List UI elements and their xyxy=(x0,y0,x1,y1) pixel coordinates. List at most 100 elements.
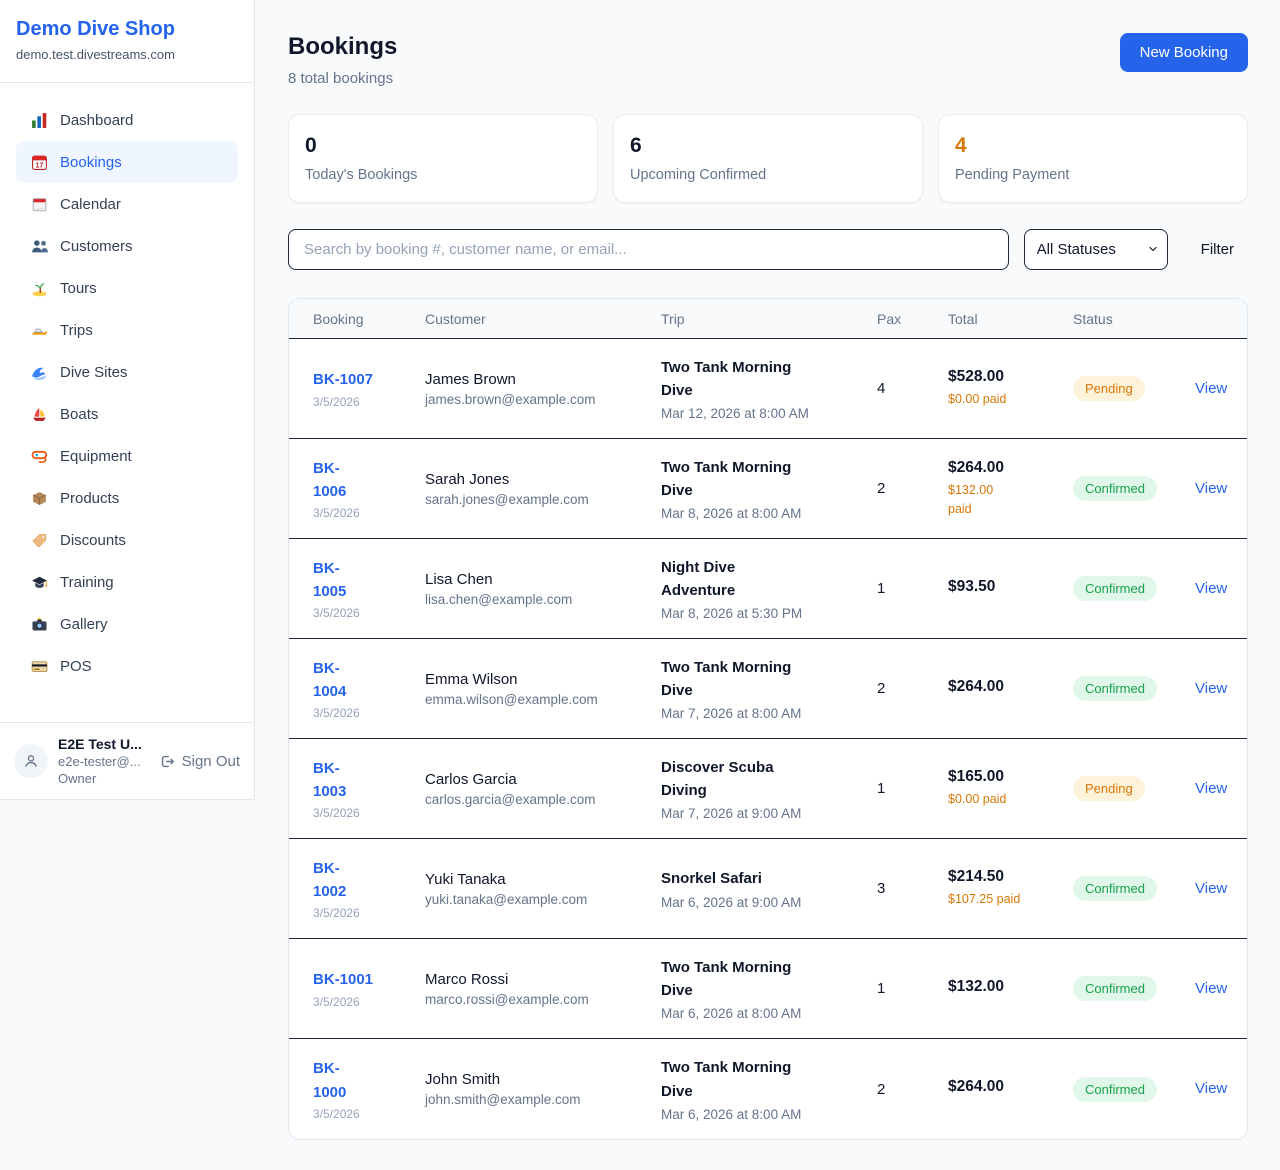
customer-name: Emma Wilson xyxy=(425,670,518,688)
stat-label: Upcoming Confirmed xyxy=(630,167,767,183)
sidebar-item-label: Tours xyxy=(60,279,97,297)
trip-time: Mar 8, 2026 at 8:00 AM xyxy=(661,506,802,522)
calendar-icon: 17 xyxy=(30,154,48,171)
booking-date: 3/5/2026 xyxy=(313,606,360,621)
view-link[interactable]: View xyxy=(1195,879,1228,897)
trip-name: Two Tank Morning Dive xyxy=(661,1059,792,1100)
booking-date: 3/5/2026 xyxy=(313,906,360,921)
pax-count: 2 xyxy=(877,1080,886,1098)
customer-email: emma.wilson@example.com xyxy=(425,691,598,707)
status-badge: Confirmed xyxy=(1073,676,1157,701)
status-badge: Confirmed xyxy=(1073,576,1157,601)
user-name: E2E Test U... xyxy=(58,736,142,752)
sidebar-item-equipment[interactable]: Equipment xyxy=(16,435,238,477)
sidebar-item-boats[interactable]: Boats xyxy=(16,393,238,435)
status-badge: Confirmed xyxy=(1073,1076,1157,1102)
sidebar-item-dive-sites[interactable]: Dive Sites xyxy=(16,351,238,393)
view-link[interactable]: View xyxy=(1195,579,1228,597)
brand-block: Demo Dive Shop demo.test.divestreams.com xyxy=(0,0,254,83)
col-header-booking: Booking xyxy=(313,310,364,327)
dive-mask-icon xyxy=(30,448,48,465)
customer-name: Marco Rossi xyxy=(425,970,509,988)
sidebar-item-discounts[interactable]: Discounts xyxy=(16,519,238,561)
sign-out-button[interactable]: Sign Out xyxy=(159,753,240,770)
customer-name: Lisa Chen xyxy=(425,570,493,588)
trip-time: Mar 7, 2026 at 9:00 AM xyxy=(661,806,802,822)
main-content: Bookings 8 total bookings New Booking 0 … xyxy=(255,0,1280,1170)
total-amount: $132.00 xyxy=(948,977,1005,995)
paid-amount: $0.00 paid xyxy=(948,392,1007,407)
table-header-row: Booking Customer Trip Pax Total Status xyxy=(289,299,1247,339)
trip-time: Mar 6, 2026 at 9:00 AM xyxy=(661,894,802,910)
booking-id-link[interactable]: BK- 1004 xyxy=(313,659,347,700)
customer-name: Yuki Tanaka xyxy=(425,870,506,888)
view-link[interactable]: View xyxy=(1195,479,1228,497)
sailboat-icon xyxy=(30,406,48,423)
booking-id-link[interactable]: BK- 1000 xyxy=(313,1060,347,1101)
page-header: Bookings 8 total bookings New Booking xyxy=(288,33,1248,87)
sidebar-item-trips[interactable]: Trips xyxy=(16,309,238,351)
camera-icon xyxy=(30,616,48,633)
trip-name: Discover Scuba Diving xyxy=(661,758,774,799)
booking-id-link[interactable]: BK- 1002 xyxy=(313,859,347,900)
status-select-wrap: All Statuses xyxy=(1023,229,1168,270)
new-booking-button[interactable]: New Booking xyxy=(1119,33,1248,72)
stat-label: Pending Payment xyxy=(955,167,1070,183)
total-amount: $264.00 xyxy=(948,1078,1005,1095)
sidebar-item-label: Dashboard xyxy=(60,111,134,129)
trip-name: Two Tank Morning Dive xyxy=(661,958,792,999)
view-link[interactable]: View xyxy=(1195,1080,1228,1097)
tag-icon xyxy=(30,532,48,549)
trip-time: Mar 7, 2026 at 8:00 AM xyxy=(661,706,802,722)
sidebar-item-pos[interactable]: POS xyxy=(16,645,238,687)
col-header-status: Status xyxy=(1073,310,1113,327)
status-badge: Pending xyxy=(1073,776,1145,801)
total-amount: $214.50 xyxy=(948,868,1005,886)
svg-text:17: 17 xyxy=(35,162,43,169)
sidebar-item-customers[interactable]: Customers xyxy=(16,225,238,267)
shop-name[interactable]: Demo Dive Shop xyxy=(16,18,175,40)
page-subtitle: 8 total bookings xyxy=(288,70,394,87)
sidebar-item-gallery[interactable]: Gallery xyxy=(16,603,238,645)
trip-time: Mar 8, 2026 at 5:30 PM xyxy=(661,606,803,622)
view-link[interactable]: View xyxy=(1195,379,1228,397)
view-link[interactable]: View xyxy=(1195,979,1228,997)
total-amount: $165.00 xyxy=(948,768,1005,786)
booking-id-link[interactable]: BK- 1006 xyxy=(313,459,347,500)
sidebar-item-calendar[interactable]: Calendar xyxy=(16,183,238,225)
customer-email: sarah.jones@example.com xyxy=(425,491,589,507)
pax-count: 1 xyxy=(877,780,886,797)
pax-count: 3 xyxy=(877,880,886,897)
sidebar-item-label: Bookings xyxy=(60,153,122,171)
sidebar-item-training[interactable]: Training xyxy=(16,561,238,603)
status-badge: Pending xyxy=(1073,376,1145,401)
status-select[interactable]: All Statuses xyxy=(1023,229,1168,270)
booking-id-link[interactable]: BK- 1003 xyxy=(313,759,347,800)
booking-id-link[interactable]: BK-1007 xyxy=(313,371,374,389)
sidebar-item-tours[interactable]: Tours xyxy=(16,267,238,309)
filter-button[interactable]: Filter xyxy=(1183,241,1248,258)
bookings-table: Booking Customer Trip Pax Total Status B… xyxy=(288,298,1248,1140)
shop-domain: demo.test.divestreams.com xyxy=(16,47,175,62)
view-link[interactable]: View xyxy=(1195,779,1228,797)
booking-date: 3/5/2026 xyxy=(313,994,360,1009)
table-row: BK- 1002 3/5/2026 Yuki Tanaka yuki.tanaka@… xyxy=(289,839,1247,939)
booking-id-link[interactable]: BK-1001 xyxy=(313,971,374,989)
booking-id-link[interactable]: BK- 1005 xyxy=(313,559,347,600)
status-badge: Confirmed xyxy=(1073,876,1157,901)
sidebar-item-label: Gallery xyxy=(60,615,108,633)
sidebar-item-bookings[interactable]: 17 Bookings xyxy=(16,141,238,183)
sign-out-icon xyxy=(161,755,174,767)
sidebar-item-products[interactable]: Products xyxy=(16,477,238,519)
total-amount: $264.00 xyxy=(948,458,1005,476)
sidebar-item-dashboard[interactable]: Dashboard xyxy=(16,99,238,141)
table-row: BK- 1000 3/5/2026 John Smith john.smith@ex… xyxy=(289,1039,1247,1139)
trip-name: Night Dive Adventure xyxy=(661,558,736,599)
sidebar-item-label: Products xyxy=(60,489,120,507)
booking-date: 3/5/2026 xyxy=(313,394,360,409)
sign-out-label: Sign Out xyxy=(181,752,240,770)
credit-card-icon xyxy=(30,658,48,675)
user-info: E2E Test U... e2e-tester@... Owner xyxy=(58,736,142,786)
view-link[interactable]: View xyxy=(1195,679,1228,697)
search-input[interactable] xyxy=(288,229,1009,270)
